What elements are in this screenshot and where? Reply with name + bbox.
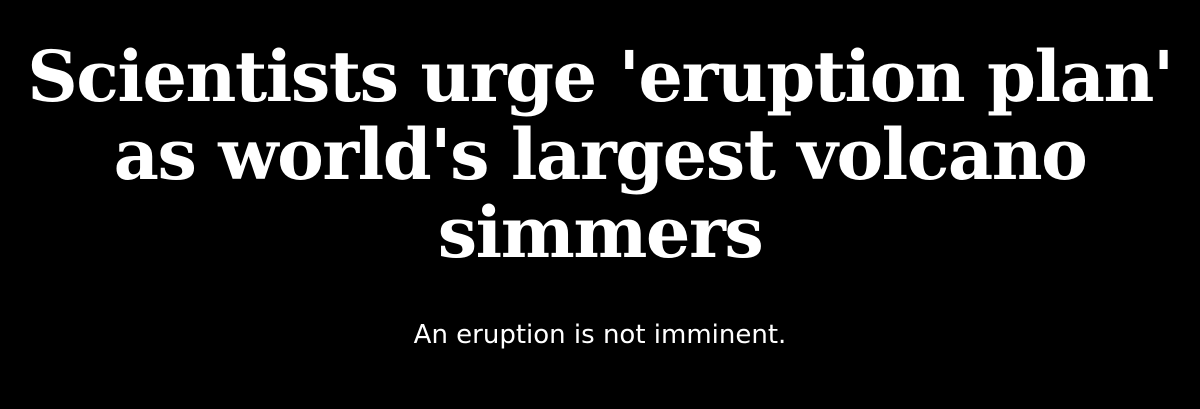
headline-line-1: Scientists urge 'eruption plan' [27, 35, 1174, 118]
headline-line-2: as world's largest volcano [113, 113, 1088, 196]
headline-line-3: simmers [437, 191, 764, 274]
subheadline: An eruption is not imminent. [413, 320, 787, 350]
headline: Scientists urge 'eruption plan' as world… [0, 38, 1200, 272]
